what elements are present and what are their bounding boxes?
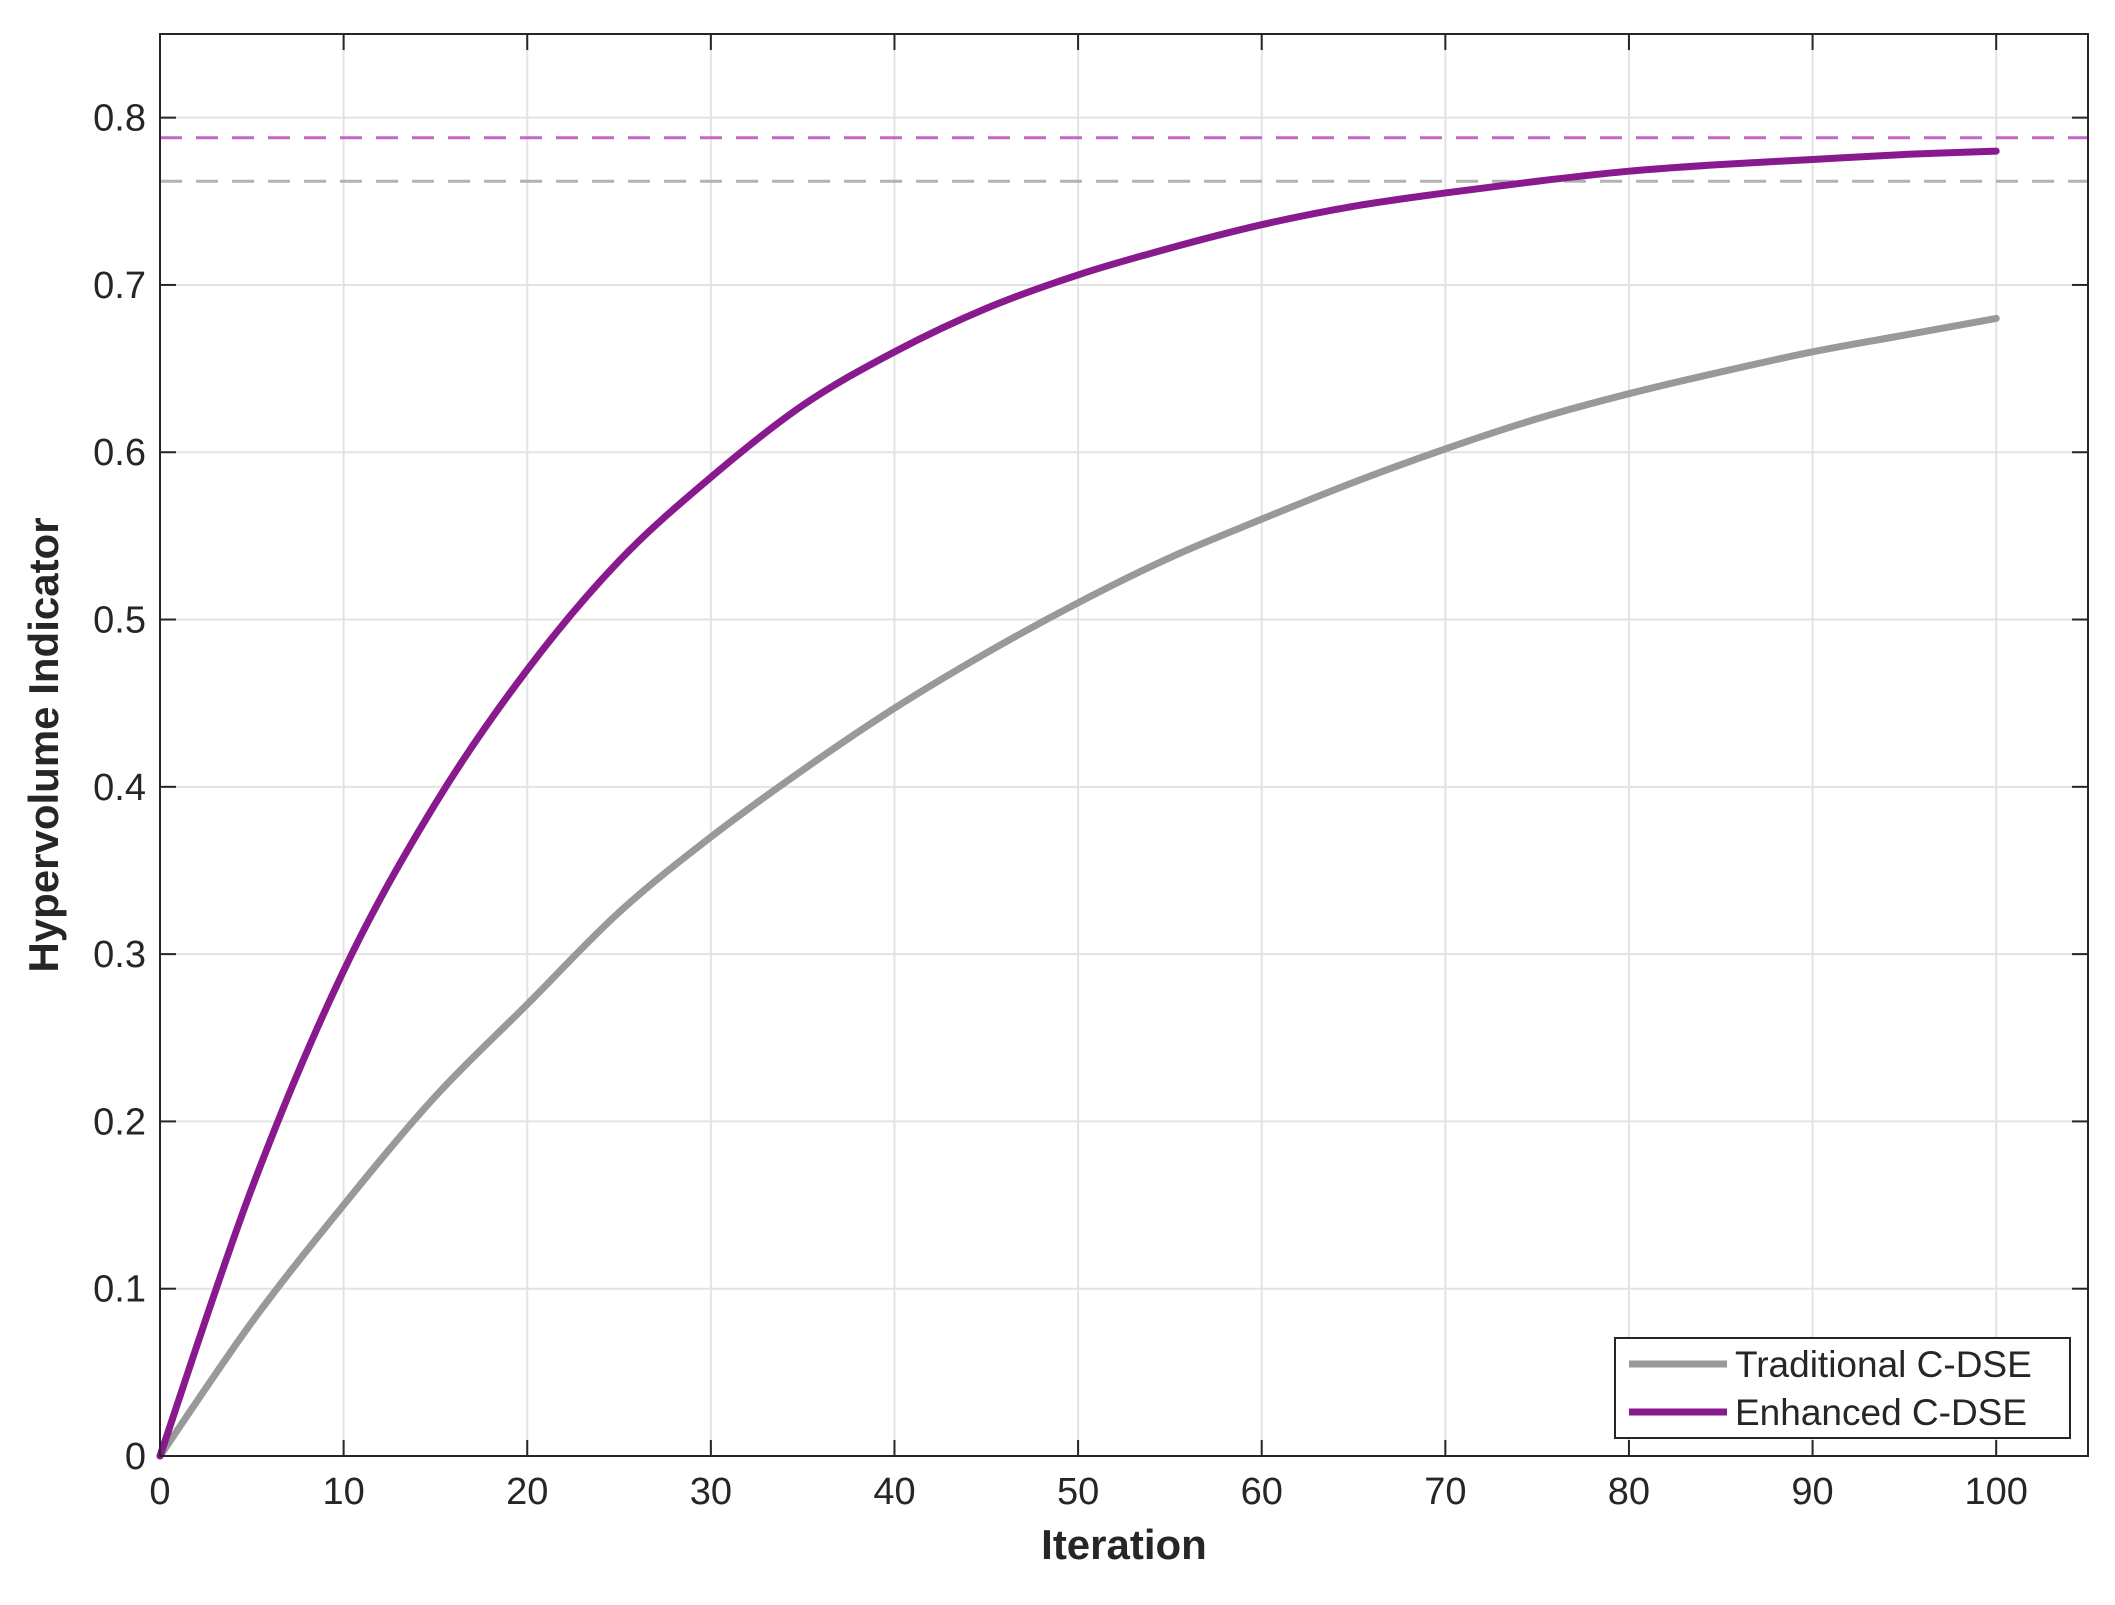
series-line-1 bbox=[156, 147, 2000, 1460]
y-tick-label-4: 0.4 bbox=[93, 767, 146, 809]
x-tick-label-1: 10 bbox=[322, 1471, 364, 1513]
y-tick-label-5: 0.5 bbox=[93, 600, 146, 642]
grid bbox=[159, 34, 2088, 1457]
x-tick-label-5: 50 bbox=[1057, 1471, 1099, 1513]
series-line-0 bbox=[156, 314, 2000, 1460]
legend-box bbox=[1614, 1337, 2071, 1439]
axes bbox=[159, 33, 2089, 1457]
x-axis-title: Iteration bbox=[1041, 1521, 1207, 1568]
x-tick-label-7: 70 bbox=[1424, 1471, 1466, 1513]
y-tick-label-3: 0.3 bbox=[93, 934, 146, 976]
x-tick-label-4: 40 bbox=[873, 1471, 915, 1513]
y-tick-label-2: 0.2 bbox=[93, 1101, 146, 1143]
y-tick-label-7: 0.7 bbox=[93, 265, 146, 307]
x-tick-label-9: 90 bbox=[1791, 1471, 1833, 1513]
legend: Traditional C-DSE Enhanced C-DSE bbox=[1614, 1337, 2071, 1439]
y-tick-label-1: 0.1 bbox=[93, 1269, 146, 1311]
x-tick-label-2: 20 bbox=[506, 1471, 548, 1513]
x-tick-label-8: 80 bbox=[1608, 1471, 1650, 1513]
y-axis-title: Hypervolume Indicator bbox=[20, 517, 67, 972]
x-tick-label-6: 60 bbox=[1241, 1471, 1283, 1513]
x-tick-label-0: 0 bbox=[149, 1471, 170, 1513]
legend-label-1: Enhanced C-DSE bbox=[1735, 1392, 2027, 1433]
y-tick-label-6: 0.6 bbox=[93, 432, 146, 474]
y-tick-label-0: 0 bbox=[125, 1436, 146, 1478]
x-tick-label-10: 100 bbox=[1964, 1471, 2027, 1513]
x-tick-label-3: 30 bbox=[690, 1471, 732, 1513]
series-lines bbox=[156, 147, 2000, 1460]
y-tick-label-8: 0.8 bbox=[93, 98, 146, 140]
plot-frame bbox=[159, 33, 2089, 1457]
legend-label-0: Traditional C-DSE bbox=[1735, 1344, 2032, 1385]
tick-labels: 0 10 20 30 40 50 60 70 80 90 100 0 0.1 0.2 0.3 0.4 0.5 0.… bbox=[93, 98, 2028, 1513]
